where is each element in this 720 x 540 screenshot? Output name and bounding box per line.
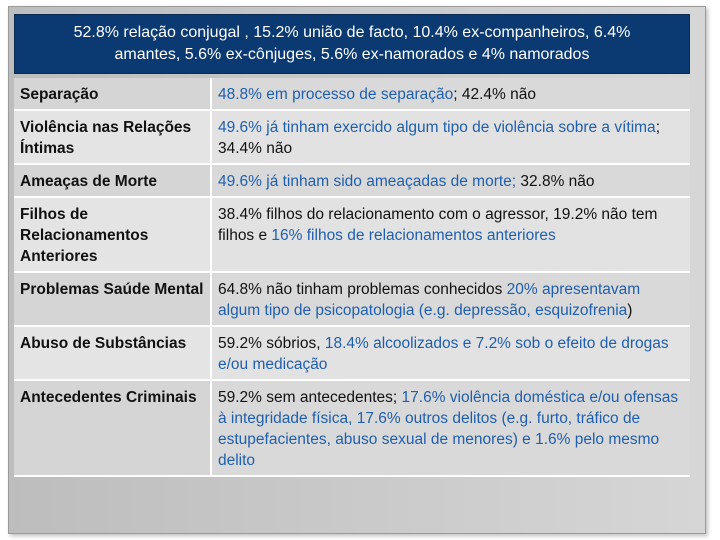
- row-label: Filhos de Relacionamentos Anteriores: [14, 197, 212, 273]
- table-row: Ameaças de Morte 49.6% já tinham sido ame…: [14, 164, 690, 198]
- row-label: Abuso de Substâncias: [14, 326, 212, 381]
- row-value: 59.2% sóbrios, 18.4% alcoolizados e 7.2%…: [211, 326, 690, 381]
- row-label: Violência nas Relações Íntimas: [14, 110, 212, 165]
- highlighted-text: 18.4% alcoolizados e 7.2% sob o efeito d…: [218, 335, 669, 373]
- plain-text: ; 42.4% não: [453, 86, 536, 103]
- highlighted-text: 20% apresentavam algum tipo de psicopato…: [218, 281, 641, 319]
- header-line-1: 52.8% relação conjugal , 15.2% união de …: [73, 24, 631, 41]
- row-label: Ameaças de Morte: [14, 164, 212, 198]
- statistics-table: Separação 48.8% em processo de separação;…: [14, 78, 690, 477]
- row-value: 38.4% filhos do relacionamento com o agr…: [211, 197, 690, 273]
- plain-text: ; 34.4% não: [218, 119, 660, 157]
- plain-text: 59.2% sem antecedentes;: [218, 389, 402, 406]
- table-row: Abuso de Substâncias 59.2% sóbrios, 18.4%…: [14, 326, 690, 381]
- highlighted-text: 49.6% já tinham exercido algum tipo de v…: [218, 119, 656, 136]
- highlighted-text: 49.6% já tinham sido ameaçadas de morte;: [218, 173, 521, 190]
- row-value: 49.6% já tinham sido ameaçadas de morte;…: [211, 164, 690, 198]
- table-row: Antecedentes Criminais 59.2% sem antecede…: [14, 380, 690, 477]
- plain-text: 32.8% não: [520, 173, 595, 190]
- row-value: 49.6% já tinham exercido algum tipo de v…: [211, 110, 690, 165]
- row-value: 59.2% sem antecedentes; 17.6% violência …: [211, 380, 690, 477]
- plain-text: 64.8% não tinham problemas conhecidos: [218, 281, 507, 298]
- header-line-2: amantes, 5.6% ex-cônjuges, 5.6% ex-namor…: [114, 46, 590, 63]
- plain-text: 59.2% sóbrios,: [218, 335, 325, 352]
- row-label: Separação: [14, 78, 212, 111]
- highlighted-text: 17.6% violência doméstica e/ou ofensas à…: [218, 389, 679, 469]
- table-row: Filhos de Relacionamentos Anteriores 38.4…: [14, 197, 690, 273]
- row-label: Problemas Saúde Mental: [14, 272, 212, 327]
- slide-header: 52.8% relação conjugal , 15.2% união de …: [14, 14, 690, 74]
- plain-text: ): [627, 302, 633, 319]
- row-value: 64.8% não tinham problemas conhecidos 20…: [211, 272, 690, 327]
- highlighted-text: 48.8% em processo de separação: [218, 86, 454, 103]
- highlighted-text: 16% filhos de relacionamentos anteriores: [271, 227, 556, 244]
- table-row: Problemas Saúde Mental 64.8% não tinham p…: [14, 272, 690, 327]
- row-value: 48.8% em processo de separação; 42.4% nã…: [211, 78, 690, 111]
- row-label: Antecedentes Criminais: [14, 380, 212, 477]
- table-row: Violência nas Relações Íntimas 49.6% já t…: [14, 110, 690, 165]
- table-row: Separação 48.8% em processo de separação;…: [14, 78, 690, 111]
- plain-text: 38.4% filhos do relacionamento com o agr…: [218, 206, 658, 244]
